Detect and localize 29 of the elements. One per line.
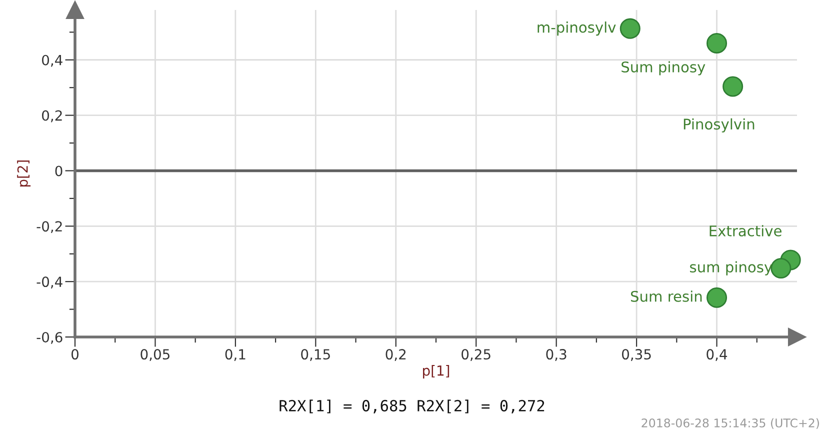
annotation: m-pinosylv [538,22,616,36]
x-tick-label: 0,15 [301,349,330,361]
x-tick-label: 0,4 [706,349,728,361]
point [722,76,744,97]
x-tick-label: 0,05 [140,349,170,361]
x-axis-title: p[1] [423,365,450,378]
y-tick-label: -0,4 [36,276,62,288]
point [706,287,728,308]
y-tick-label: 0,4 [42,54,62,67]
y-axis-title: p[2] [17,160,31,186]
x-tick-label: 0 [71,349,78,360]
text: 2018-06-28 15:14:35 (UTC+2) [642,418,819,429]
x-tick-label: 0,3 [546,349,566,361]
point [706,32,728,54]
annotation: Extractive [710,225,782,236]
y-tick-label: 0,2 [42,110,62,122]
x-tick-label: 0,35 [622,349,651,361]
y-tick-label: 0 [55,166,62,176]
x-tick-label: 0,1 [225,349,246,361]
point [770,258,792,279]
annotation: Sum resin [630,290,702,302]
x-tick-label: 0,25 [462,349,490,361]
point [620,18,640,39]
annotation: Sum pinosy [622,61,706,76]
y-tick-label: -0,6 [36,332,62,344]
text: R2X[1] = 0,685 R2X[2] = 0,272 [280,400,544,414]
x-tick-label: 0,2 [386,349,406,361]
y-tick-label: -0,2 [36,221,62,234]
annotation: Pinosylvin [684,118,754,132]
